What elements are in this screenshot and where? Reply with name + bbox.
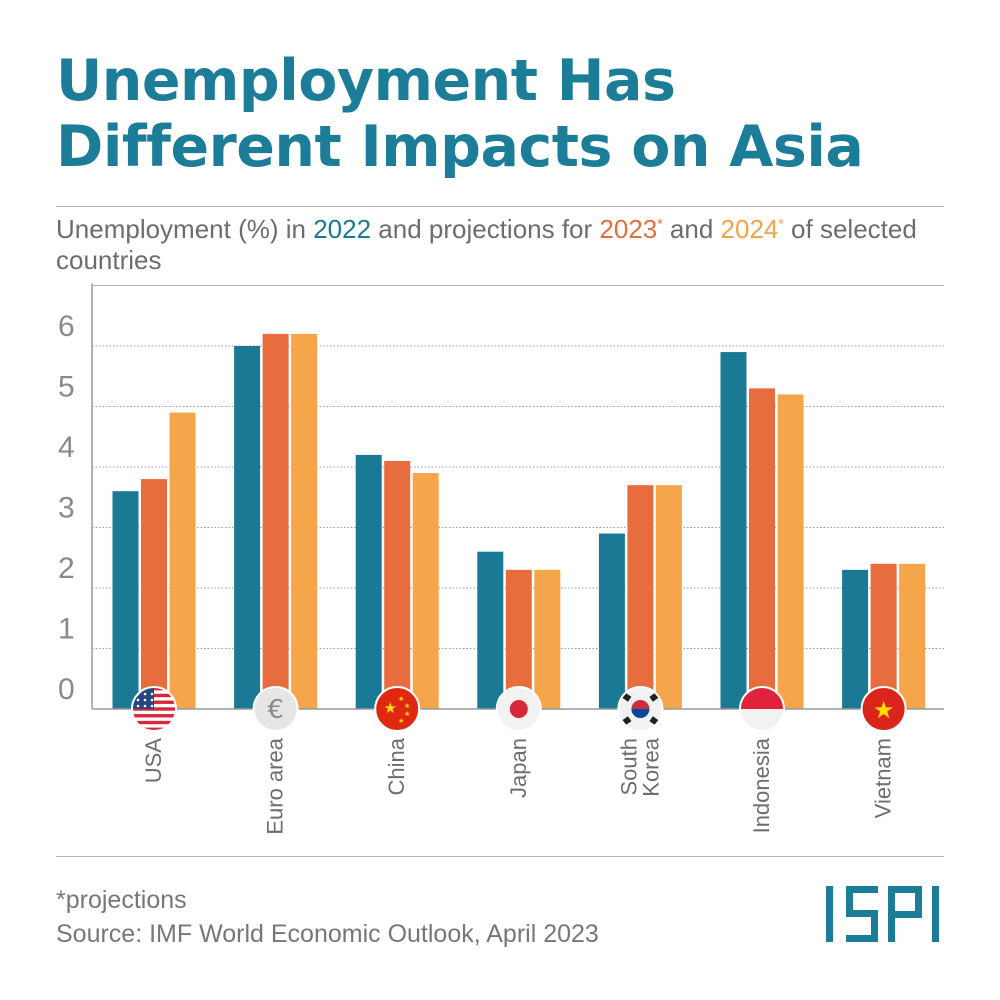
bar-2022 bbox=[355, 454, 382, 709]
category-label: Japan bbox=[506, 738, 531, 798]
bar-2023 bbox=[384, 460, 411, 709]
svg-text:★: ★ bbox=[383, 699, 396, 717]
bar-2024 bbox=[169, 412, 196, 709]
subtitle-asterisk-2023: * bbox=[657, 215, 663, 232]
bar-2024 bbox=[291, 333, 318, 709]
y-tick-label: 1 bbox=[58, 613, 75, 646]
bar-2022 bbox=[234, 346, 261, 709]
subtitle-year-2023: 2023 bbox=[599, 214, 658, 244]
vietnam-flag-icon: ★ bbox=[860, 686, 907, 732]
source-note: Source: IMF World Economic Outlook, Apri… bbox=[56, 920, 599, 948]
subtitle-text-4: of selected countries bbox=[56, 214, 917, 275]
y-tick-label: 3 bbox=[58, 492, 75, 525]
top-divider bbox=[56, 206, 944, 207]
euro-icon: € bbox=[252, 686, 299, 732]
chart-subtitle: Unemployment (%) in 2022 and projections… bbox=[56, 214, 946, 276]
subtitle-text-1: Unemployment (%) in bbox=[56, 214, 314, 244]
bar-2022 bbox=[842, 569, 869, 709]
subtitle-year-2024: 2024 bbox=[720, 214, 779, 244]
category-label: South bbox=[616, 738, 641, 796]
bar-2023 bbox=[870, 563, 897, 709]
bar-2023 bbox=[141, 479, 167, 709]
bar-2024 bbox=[899, 563, 926, 709]
bar-2024 bbox=[655, 485, 682, 709]
bar-2023 bbox=[627, 485, 654, 709]
y-tick-label: 4 bbox=[58, 431, 75, 464]
svg-text:★: ★ bbox=[398, 695, 404, 703]
bottom-divider bbox=[56, 856, 944, 857]
subtitle-text-3: and bbox=[662, 214, 721, 244]
category-label: Vietnam bbox=[871, 738, 896, 818]
svg-text:★: ★ bbox=[404, 710, 410, 718]
svg-text:★: ★ bbox=[873, 696, 895, 724]
svg-text:€: € bbox=[267, 695, 284, 725]
indonesia-flag-icon bbox=[739, 686, 785, 732]
y-tick-label: 0 bbox=[58, 673, 75, 706]
subtitle-text-2: and projections for bbox=[371, 214, 600, 244]
chart-title: Unemployment Has Different Impacts on As… bbox=[56, 48, 956, 180]
bar-2023 bbox=[505, 569, 532, 709]
y-tick-label: 2 bbox=[58, 552, 75, 585]
svg-text:★: ★ bbox=[404, 702, 410, 710]
bar-2024 bbox=[534, 569, 561, 709]
category-label: Euro area bbox=[263, 737, 288, 834]
subtitle-asterisk-2024: * bbox=[778, 215, 784, 232]
bar-2022 bbox=[720, 352, 747, 709]
bar-2022 bbox=[112, 491, 139, 709]
bar-2022 bbox=[477, 551, 504, 709]
footnote: *projections bbox=[56, 886, 187, 914]
category-label: China bbox=[384, 737, 409, 795]
usa-flag-icon bbox=[131, 686, 177, 732]
bar-2024 bbox=[777, 394, 804, 709]
title-line-2: Different Impacts on Asia bbox=[56, 114, 864, 180]
japan-flag-icon bbox=[495, 686, 542, 732]
china-flag-icon: ★ ★★★★ bbox=[374, 686, 421, 732]
bar-2024 bbox=[412, 473, 439, 709]
bar-2023 bbox=[262, 333, 289, 709]
svg-text:★: ★ bbox=[398, 717, 404, 725]
category-label: USA bbox=[141, 738, 166, 784]
y-tick-label: 5 bbox=[58, 371, 75, 404]
y-tick-label: 6 bbox=[58, 310, 75, 343]
category-label: Korea bbox=[638, 737, 663, 796]
title-line-1: Unemployment Has bbox=[56, 48, 676, 114]
south-korea-flag-icon bbox=[617, 686, 664, 732]
subtitle-year-2022: 2022 bbox=[313, 214, 372, 244]
bar-2023 bbox=[749, 388, 775, 709]
bar-2022 bbox=[598, 533, 625, 709]
ispi-logo bbox=[826, 886, 939, 942]
category-label: Indonesia bbox=[749, 737, 774, 833]
